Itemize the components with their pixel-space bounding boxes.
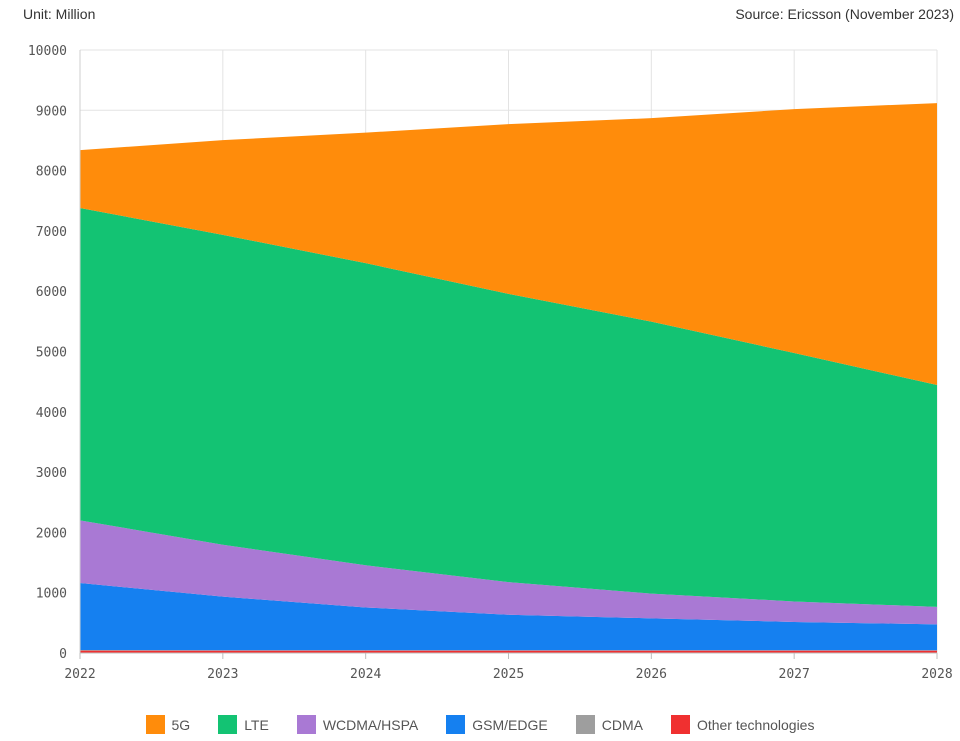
x-tick-label: 2022 — [64, 667, 95, 682]
y-tick-label: 0 — [59, 647, 67, 662]
legend-label: Other technologies — [696, 716, 815, 733]
y-tick-label: 6000 — [36, 285, 67, 300]
legend-item[interactable]: CDMA — [575, 715, 643, 734]
legend-item[interactable]: GSM/EDGE — [446, 715, 548, 734]
x-tick-label: 2026 — [636, 667, 667, 682]
y-tick-label: 7000 — [36, 225, 67, 240]
y-tick-label: 2000 — [36, 526, 67, 541]
x-tick-label: 2028 — [921, 667, 952, 682]
legend-swatch — [670, 715, 690, 734]
area-other-technologies — [80, 650, 937, 653]
y-tick-label: 1000 — [36, 587, 67, 602]
legend-swatch — [446, 715, 466, 734]
y-tick-label: 3000 — [36, 466, 67, 481]
area-lte — [80, 207, 937, 607]
chart-legend: 5G LTE WCDMA/HSPA GSM/EDGE CDMA Other technol… — [0, 715, 960, 734]
y-tick-label: 5000 — [36, 346, 67, 361]
legend-label: CDMA — [601, 716, 643, 733]
legend-label: 5G — [171, 716, 191, 733]
legend-item[interactable]: WCDMA/HSPA — [296, 715, 419, 734]
legend-swatch — [145, 715, 165, 734]
area-5g — [80, 103, 937, 385]
y-tick-label: 9000 — [36, 104, 67, 119]
legend-swatch — [296, 715, 316, 734]
y-tick-label: 8000 — [36, 165, 67, 180]
x-tick-label: 2024 — [350, 667, 381, 682]
source-label: Source: Ericsson (November 2023) — [735, 6, 954, 22]
y-tick-label: 10000 — [28, 44, 67, 59]
y-tick-label: 4000 — [36, 406, 67, 421]
legend-label: LTE — [244, 716, 269, 733]
legend-label: GSM/EDGE — [472, 716, 548, 733]
legend-swatch — [218, 715, 238, 734]
x-tick-label: 2023 — [207, 667, 238, 682]
area-wcdma-hspa — [80, 520, 937, 625]
legend-swatch — [575, 715, 595, 734]
stacked-area-chart: 0 1000 2000 3000 4000 5000 6000 7000 8000 9000 100… — [28, 44, 953, 682]
legend-item[interactable]: 5G — [145, 715, 191, 734]
area-gsm-edge — [80, 583, 937, 651]
unit-label: Unit: Million — [23, 6, 96, 22]
x-tick-label: 2025 — [493, 667, 524, 682]
legend-item[interactable]: LTE — [218, 715, 269, 734]
legend-label: WCDMA/HSPA — [322, 716, 419, 733]
x-tick-label: 2027 — [779, 667, 810, 682]
legend-item[interactable]: Other technologies — [670, 715, 815, 734]
